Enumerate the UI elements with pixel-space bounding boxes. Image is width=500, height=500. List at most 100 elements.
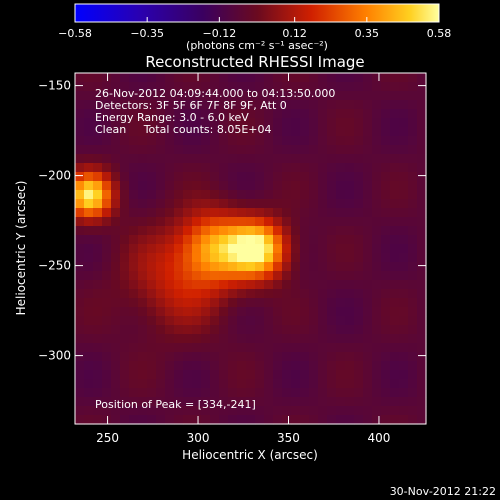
heatmap-cell <box>219 316 229 326</box>
heatmap-cell <box>264 415 274 425</box>
heatmap-cell <box>264 307 274 317</box>
heatmap-cell <box>345 289 355 299</box>
heatmap-cell <box>408 217 418 227</box>
heatmap-cell <box>399 118 409 128</box>
heatmap-cell <box>417 343 427 353</box>
heatmap-cell <box>372 154 382 164</box>
heatmap-cell <box>408 163 418 173</box>
heatmap-cell <box>84 352 94 362</box>
heatmap-cell <box>219 208 229 218</box>
heatmap-cell <box>336 73 346 83</box>
heatmap-cell <box>228 289 238 299</box>
heatmap-cell <box>390 343 400 353</box>
heatmap-cell <box>318 163 328 173</box>
heatmap-cell <box>264 154 274 164</box>
heatmap-cell <box>327 262 337 272</box>
heatmap-cell <box>282 199 292 209</box>
heatmap-cell <box>84 136 94 146</box>
heatmap-cell <box>192 325 202 335</box>
heatmap-cell <box>183 397 193 407</box>
heatmap-cell <box>183 190 193 200</box>
heatmap-cell <box>111 91 121 101</box>
heatmap-cell <box>264 298 274 308</box>
heatmap-cell <box>417 316 427 326</box>
heatmap-cell <box>93 235 103 245</box>
heatmap-cell <box>75 253 85 263</box>
heatmap-cell <box>408 172 418 182</box>
heatmap-cell <box>327 253 337 263</box>
heatmap-cell <box>381 388 391 398</box>
heatmap-cell <box>390 172 400 182</box>
heatmap-cell <box>408 154 418 164</box>
heatmap-cell <box>93 181 103 191</box>
heatmap-cell <box>417 325 427 335</box>
heatmap-cell <box>291 154 301 164</box>
heatmap-cell <box>354 91 364 101</box>
heatmap-cell <box>102 307 112 317</box>
heatmap-cell <box>318 352 328 362</box>
heatmap-cell <box>138 154 148 164</box>
heatmap-cell <box>345 388 355 398</box>
heatmap-cell <box>354 298 364 308</box>
heatmap-cell <box>264 280 274 290</box>
heatmap-cell <box>75 235 85 245</box>
heatmap-cell <box>219 226 229 236</box>
heatmap-cell <box>228 379 238 389</box>
heatmap-cell <box>390 226 400 236</box>
heatmap-cell <box>336 100 346 110</box>
heatmap-cell <box>165 145 175 155</box>
heatmap-cell <box>372 226 382 236</box>
heatmap-cell <box>354 100 364 110</box>
heatmap-cell <box>102 379 112 389</box>
heatmap-cell <box>192 208 202 218</box>
heatmap-cell <box>165 136 175 146</box>
heatmap-cell <box>309 307 319 317</box>
heatmap-cell <box>75 415 85 425</box>
y-tick-label: −200 <box>38 169 71 183</box>
heatmap-cell <box>147 235 157 245</box>
heatmap-cell <box>354 118 364 128</box>
heatmap-cell <box>219 343 229 353</box>
heatmap-cell <box>273 163 283 173</box>
heatmap-cell <box>165 253 175 263</box>
heatmap-cell <box>183 136 193 146</box>
heatmap-cell <box>120 370 130 380</box>
heatmap-cell <box>345 406 355 416</box>
heatmap-cell <box>84 415 94 425</box>
heatmap-cell <box>210 307 220 317</box>
heatmap-cell <box>219 172 229 182</box>
heatmap-cell <box>282 118 292 128</box>
heatmap-cell <box>327 370 337 380</box>
heatmap-cell <box>399 388 409 398</box>
heatmap-cell <box>75 82 85 92</box>
heatmap-cell <box>255 127 265 137</box>
heatmap-cell <box>318 280 328 290</box>
heatmap-cell <box>228 73 238 83</box>
heatmap-cell <box>201 91 211 101</box>
heatmap-cell <box>138 244 148 254</box>
heatmap-cell <box>201 190 211 200</box>
heatmap-cell <box>300 136 310 146</box>
heatmap-cell <box>111 262 121 272</box>
x-tick-label: 400 <box>368 431 391 445</box>
heatmap-cell <box>138 82 148 92</box>
heatmap-cell <box>201 406 211 416</box>
heatmap-cell <box>120 190 130 200</box>
plot-frame <box>74 72 427 425</box>
heatmap-cell <box>165 343 175 353</box>
heatmap-cell <box>417 199 427 209</box>
heatmap-cell <box>129 91 139 101</box>
heatmap-cell <box>327 316 337 326</box>
colorbar-tick-label: 0.58 <box>427 27 452 40</box>
heatmap-cell <box>264 226 274 236</box>
heatmap-cell <box>75 298 85 308</box>
heatmap-cell <box>165 325 175 335</box>
heatmap-cell <box>219 73 229 83</box>
heatmap-cell <box>192 271 202 281</box>
heatmap-cell <box>75 406 85 416</box>
heatmap-cell <box>75 181 85 191</box>
heatmap-cell <box>363 163 373 173</box>
heatmap-cell <box>201 199 211 209</box>
heatmap-cell <box>246 73 256 83</box>
heatmap-cell <box>318 136 328 146</box>
